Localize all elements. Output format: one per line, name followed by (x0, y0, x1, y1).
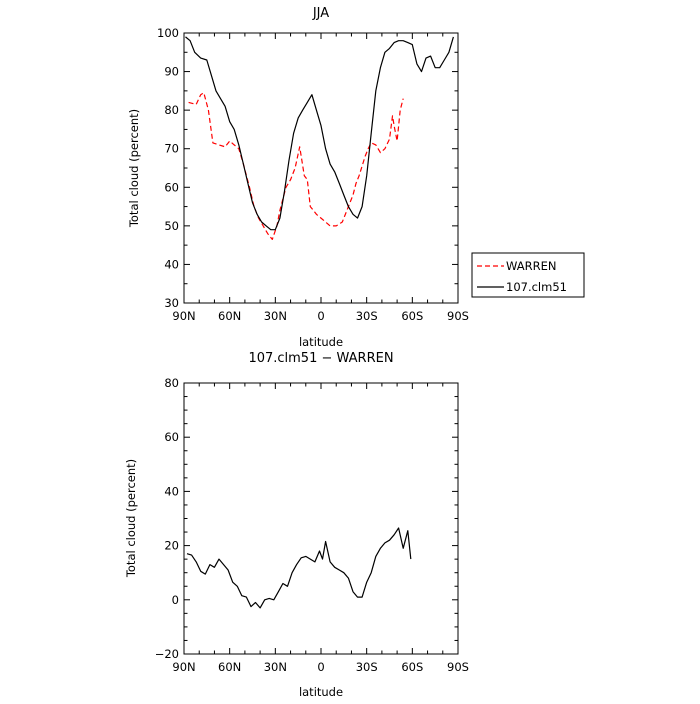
legend: WARREN 107.clm51 (471, 252, 585, 298)
y-tick-label: 60 (164, 430, 179, 444)
chart-title-bottom: 107.clm51 − WARREN (248, 351, 393, 366)
x-tick-label: 90S (447, 660, 469, 674)
x-tick-label: 30N (264, 309, 287, 323)
y-tick-label: 60 (164, 180, 179, 194)
y-axis-label-bottom: Total cloud (percent) (124, 459, 138, 578)
y-tick-label: 100 (157, 26, 179, 40)
x-tick-label: 90N (172, 660, 195, 674)
y-tick-label: 80 (164, 376, 179, 390)
y-tick-label: 0 (172, 593, 179, 607)
y-tick-label: −20 (155, 647, 179, 661)
series-line-difference (186, 527, 412, 609)
y-tick-label: 70 (164, 142, 179, 156)
x-tick-label: 30N (264, 660, 287, 674)
x-tick-label: 0 (317, 660, 324, 674)
x-tick-label: 0 (317, 309, 324, 323)
chart-panel-top: JJA 90N 60N 30N 0 30S 60S 90S 30 40 50 60 70 80 90 100… (127, 6, 469, 349)
y-tick-label: 50 (164, 219, 179, 233)
x-tick-label: 60S (401, 660, 423, 674)
y-tick-label: 40 (164, 484, 179, 498)
x-axis-label-top: latitude (299, 335, 343, 349)
y-tick-label: 40 (164, 257, 179, 271)
x-tick-label: 90N (172, 309, 195, 323)
y-tick-label: 20 (164, 539, 179, 553)
x-tick-label: 60N (218, 309, 241, 323)
x-tick-label: 60S (401, 309, 423, 323)
x-tick-label: 90S (447, 309, 469, 323)
legend-label-warren: WARREN (506, 259, 556, 273)
legend-label-clm51: 107.clm51 (506, 280, 567, 294)
y-axis-label-top: Total cloud (percent) (127, 109, 141, 228)
x-tick-label: 30S (356, 660, 378, 674)
chart-title-top: JJA (312, 6, 329, 21)
series-line-warren (188, 92, 404, 240)
y-tick-label: 30 (164, 296, 179, 310)
series-line-107-clm51 (185, 36, 454, 231)
x-axis-label-bottom: latitude (299, 685, 343, 699)
chart-panel-bottom: 107.clm51 − WARREN 90N 60N 30N 0 30S 60S 90S −2… (124, 351, 469, 699)
legend-box (471, 252, 585, 298)
x-tick-label: 60N (218, 660, 241, 674)
y-tick-label: 90 (164, 65, 179, 79)
y-tick-label: 80 (164, 103, 179, 117)
x-tick-label: 30S (356, 309, 378, 323)
